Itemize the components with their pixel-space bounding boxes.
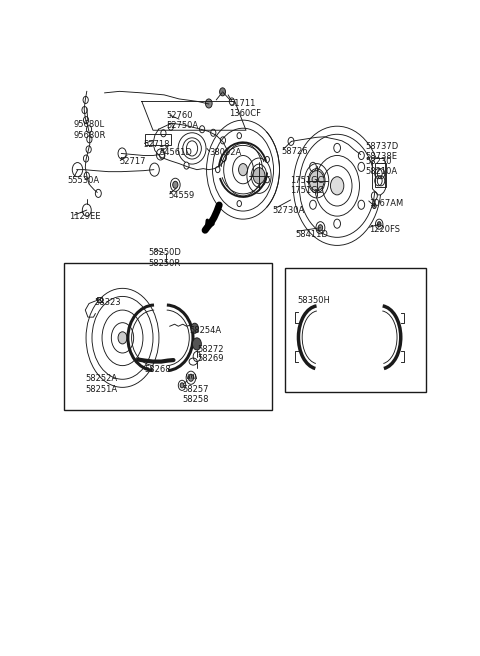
Text: 1067AM: 1067AM [369, 199, 403, 208]
Polygon shape [372, 159, 385, 195]
Circle shape [118, 332, 127, 344]
Circle shape [377, 222, 381, 227]
Circle shape [168, 123, 173, 131]
Text: 52718: 52718 [144, 140, 170, 150]
Bar [97, 297, 102, 302]
Text: 1751GC
1751GC: 1751GC 1751GC [290, 176, 324, 195]
Text: 38002A: 38002A [209, 148, 241, 157]
Text: 58350H: 58350H [297, 296, 330, 305]
Circle shape [86, 126, 92, 133]
Circle shape [188, 374, 193, 381]
Text: 58737D
58738E: 58737D 58738E [365, 142, 398, 161]
Circle shape [83, 96, 88, 104]
Bar [375, 163, 386, 188]
Text: 1129EE: 1129EE [69, 212, 101, 221]
Circle shape [200, 126, 204, 133]
Text: 58272: 58272 [197, 346, 223, 354]
Bar [64, 263, 272, 409]
Circle shape [184, 162, 189, 169]
Text: 55530A: 55530A [67, 176, 99, 185]
Circle shape [84, 172, 89, 179]
Circle shape [191, 323, 198, 333]
Text: 95680L
95680R: 95680L 95680R [73, 120, 106, 140]
Circle shape [173, 181, 178, 188]
Circle shape [219, 88, 226, 96]
Text: 58250D
58250R: 58250D 58250R [148, 249, 181, 268]
Circle shape [330, 176, 344, 195]
Circle shape [161, 130, 166, 137]
Circle shape [84, 155, 89, 162]
Text: 58257
58258: 58257 58258 [183, 385, 209, 404]
Circle shape [180, 383, 184, 388]
Text: 51711
1360CF: 51711 1360CF [229, 99, 261, 118]
Text: 58230
58210A: 58230 58210A [365, 157, 397, 176]
Text: 58254A: 58254A [190, 326, 222, 335]
Circle shape [239, 163, 248, 176]
Bar [285, 268, 426, 392]
Circle shape [82, 106, 87, 113]
Text: 54561D: 54561D [160, 148, 192, 157]
Text: 58252A
58251A: 58252A 58251A [85, 374, 118, 394]
Circle shape [253, 168, 265, 184]
Text: 1220FS: 1220FS [369, 225, 400, 234]
Circle shape [192, 338, 202, 350]
Circle shape [205, 99, 212, 108]
Circle shape [160, 152, 165, 159]
Bar [145, 134, 171, 146]
Text: 52717: 52717 [120, 157, 146, 166]
Circle shape [221, 155, 226, 161]
Text: 54559: 54559 [168, 191, 194, 200]
Text: 52730A: 52730A [273, 206, 305, 215]
Text: 58268: 58268 [145, 365, 171, 374]
Text: 58411D: 58411D [295, 230, 328, 239]
Circle shape [87, 136, 92, 143]
Circle shape [309, 171, 324, 191]
Text: 52760
52750A: 52760 52750A [166, 111, 198, 131]
Circle shape [84, 117, 89, 124]
Circle shape [211, 129, 216, 136]
Circle shape [220, 137, 226, 144]
Text: 58269: 58269 [197, 354, 223, 363]
Text: 58726: 58726 [281, 147, 308, 156]
Circle shape [86, 146, 91, 153]
Circle shape [372, 203, 376, 209]
Circle shape [318, 225, 323, 231]
Text: 58323: 58323 [94, 298, 121, 308]
